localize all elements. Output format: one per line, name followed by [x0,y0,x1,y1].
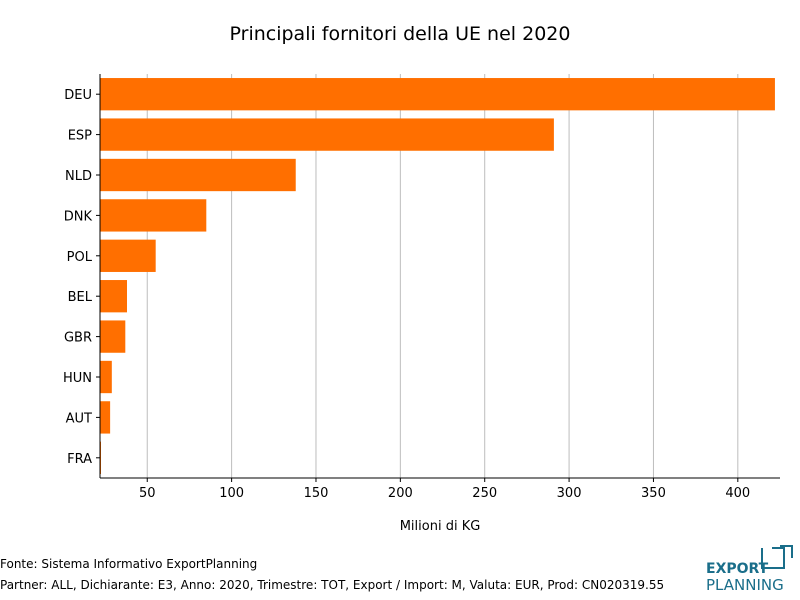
category-label: NLD [65,169,92,184]
bar-esp [100,118,554,151]
x-tick-label: 400 [725,486,750,501]
exportplanning-logo: EXPORT PLANNING [700,544,796,594]
category-label: BEL [68,290,93,305]
category-label: AUT [66,411,92,426]
bar-hun [100,360,112,394]
axes [96,74,780,482]
source-note: Fonte: Sistema Informativo ExportPlannin… [0,557,258,571]
logo-text-top: EXPORT [706,561,769,577]
bar-aut [100,401,111,434]
x-tick-label: 100 [219,486,244,501]
category-label: ESP [68,129,92,144]
bar-dnk [100,199,207,232]
x-tick-label: 300 [557,486,582,501]
category-label: HUN [63,371,92,386]
category-label: FRA [67,452,92,467]
bar-deu [100,78,775,111]
bar-bel [100,280,127,313]
category-label: POL [67,250,93,265]
bar-pol [100,239,156,272]
category-label: DNK [64,209,93,224]
x-tick-label: 50 [139,486,156,501]
chart-title: Principali fornitori della UE nel 2020 [230,23,571,45]
logo-frame-icon [761,545,793,569]
x-axis-label: Milioni di KG [400,519,481,534]
bar-nld [100,158,296,192]
x-tick-label: 200 [388,486,413,501]
tick-labels: 50 100 150 200 250 300 350 400 DEU ESP NLD DNK POL BE… [63,88,750,501]
bar-chart: Principali fornitori della UE nel 2020 5… [63,23,780,534]
x-tick-label: 350 [641,486,666,501]
bars [100,78,775,474]
x-tick-label: 150 [304,486,329,501]
query-details: Partner: ALL, Dichiarante: E3, Anno: 202… [0,578,665,592]
x-tick-label: 250 [472,486,497,501]
bar-gbr [100,320,126,353]
category-label: GBR [64,331,92,346]
category-label: DEU [64,88,92,103]
logo-text-bottom: PLANNING [706,576,784,594]
